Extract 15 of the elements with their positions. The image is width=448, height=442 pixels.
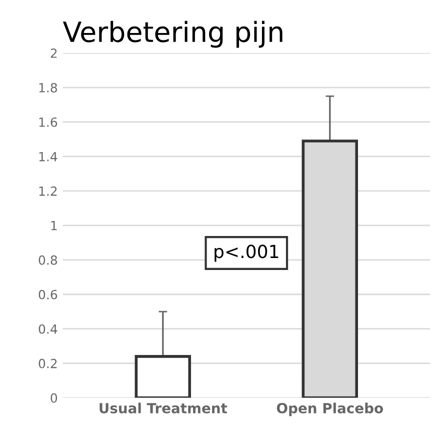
y-tick-label: 1.2 (39, 186, 57, 196)
y-tick-label: 2 (50, 48, 57, 58)
y-tick-label: 0.4 (38, 324, 58, 334)
x-tick-label: Usual Treatment (100, 402, 228, 414)
y-tick-label: 0.8 (38, 255, 58, 265)
y-tick-label: 0.6 (38, 290, 58, 300)
y-tick-label: 1.4 (39, 152, 58, 162)
chart-title: Verbetering pijn (62, 20, 282, 48)
y-tick-label: 1.6 (39, 117, 58, 127)
y-tick-label: 1.8 (39, 82, 58, 92)
y-tick-label: 1 (51, 221, 57, 230)
x-tick-label: Open Placebo (276, 402, 383, 416)
y-tick-label: 0.2 (38, 358, 57, 368)
annotation: p<.001 (214, 244, 278, 262)
y-tick-label: 0 (50, 393, 58, 403)
